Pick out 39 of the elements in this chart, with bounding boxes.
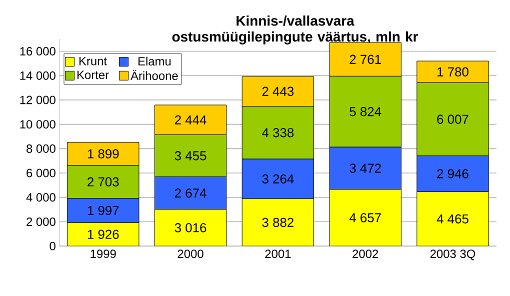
data-label: 4 338 — [262, 128, 294, 138]
y-tick-label: 10 000 — [20, 120, 56, 129]
data-label: 3 016 — [174, 223, 206, 232]
y-tick-label: 0 — [50, 242, 56, 250]
legend-label: Korter — [77, 70, 109, 80]
data-label: 2 761 — [350, 54, 381, 64]
y-tick-label: 6 000 — [26, 168, 56, 178]
data-label: 3 264 — [262, 174, 294, 184]
chart-title: Kinnis-/vallasvara ostusmüügilepingute väärtus, mln kr — [172, 15, 418, 44]
data-label: 2 946 — [437, 169, 468, 178]
legend-label: Ärihoone — [130, 70, 178, 80]
data-label: 3 882 — [262, 218, 294, 228]
y-tick-label: 12 000 — [20, 96, 56, 104]
y-tick-label: 16 000 — [20, 47, 56, 56]
data-label: 3 472 — [350, 164, 381, 173]
data-label: 4 465 — [436, 214, 468, 224]
y-tick-label: 14 000 — [20, 71, 56, 80]
x-tick-label: 1999 — [90, 250, 116, 258]
data-label: 2 444 — [174, 115, 206, 124]
data-label: 2 674 — [174, 188, 206, 198]
data-label: 4 657 — [349, 213, 381, 222]
y-tick-label: 4 000 — [26, 193, 56, 202]
x-tick-label: 2003 3Q — [430, 250, 476, 260]
data-label: 1 780 — [438, 67, 468, 76]
data-label: 1 997 — [88, 206, 119, 216]
data-label: 5 824 — [350, 107, 382, 116]
x-tick-label: 2002 — [352, 250, 378, 258]
data-label: 1 926 — [88, 230, 119, 239]
y-tick-label: 2 000 — [26, 217, 56, 226]
x-tick-label: 2001 — [265, 250, 291, 258]
legend-label: Elamu — [138, 56, 171, 66]
legend-label: Krunt — [79, 56, 107, 66]
data-label: 6 007 — [437, 114, 468, 124]
data-label: 3 455 — [174, 151, 206, 160]
data-label: 2 703 — [88, 177, 119, 186]
data-label: 1 899 — [88, 149, 119, 158]
y-tick-label: 8 000 — [26, 144, 56, 153]
x-tick-label: 2000 — [178, 250, 204, 258]
data-label: 2 443 — [262, 86, 294, 96]
